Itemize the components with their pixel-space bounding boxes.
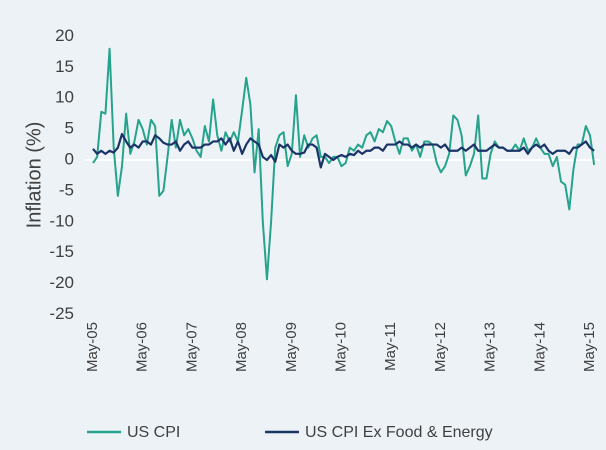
legend-label: US CPI: [127, 424, 180, 441]
y-tick-label: 10: [55, 88, 74, 107]
y-tick-label: -20: [49, 273, 74, 292]
y-tick-label: -15: [49, 242, 74, 261]
x-tick-label: May-05: [84, 322, 101, 372]
x-tick-label: May-14: [531, 322, 548, 372]
y-axis-title: Inflation (%): [23, 122, 45, 229]
y-tick-label: 0: [65, 149, 74, 168]
x-tick-label: May-10: [332, 322, 349, 372]
y-tick-label: 5: [65, 119, 74, 138]
line-series: [92, 132, 595, 169]
y-tick-label: -25: [49, 304, 74, 323]
x-tick-label: May-08: [233, 322, 250, 372]
x-tick-label: May-07: [183, 322, 200, 372]
legend-label: US CPI Ex Food & Energy: [305, 424, 493, 441]
x-tick-label: May-13: [482, 322, 499, 372]
x-tick-label: May-12: [432, 322, 449, 372]
x-tick-label: May-06: [134, 322, 151, 372]
x-tick-label: May-15: [581, 322, 598, 372]
y-tick-label: 15: [55, 57, 74, 76]
line-series: [92, 47, 596, 281]
x-tick-label: May-11: [382, 322, 399, 371]
y-tick-label: 20: [55, 26, 74, 45]
y-tick-label: -10: [49, 211, 74, 230]
x-tick-label: May-09: [283, 322, 300, 372]
y-tick-label: -5: [59, 180, 74, 199]
